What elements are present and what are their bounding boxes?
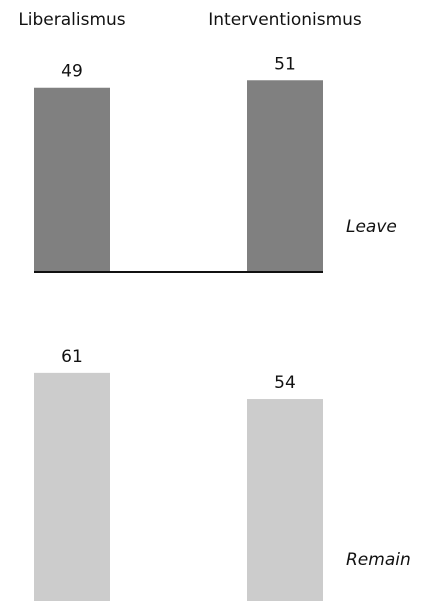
panel-label-remain: Remain	[346, 550, 411, 570]
category-label-interventionismus: Interventionismus	[208, 10, 362, 30]
bar-leave-liberalismus	[34, 87, 110, 272]
value-label-remain-interventionismus: 54	[274, 373, 296, 393]
bar-remain-interventionismus	[247, 399, 323, 601]
bar-leave-interventionismus	[247, 80, 323, 271]
category-label-liberalismus: Liberalismus	[18, 10, 125, 30]
value-label-leave-interventionismus: 51	[274, 54, 296, 74]
panel-leave: Leave 49 51	[34, 54, 397, 273]
panel-remain: Remain 61 54	[34, 347, 411, 601]
panel-label-leave: Leave	[346, 217, 397, 237]
value-label-leave-liberalismus: 49	[61, 62, 83, 82]
value-label-remain-liberalismus: 61	[61, 347, 83, 367]
bar-remain-liberalismus	[34, 372, 110, 601]
